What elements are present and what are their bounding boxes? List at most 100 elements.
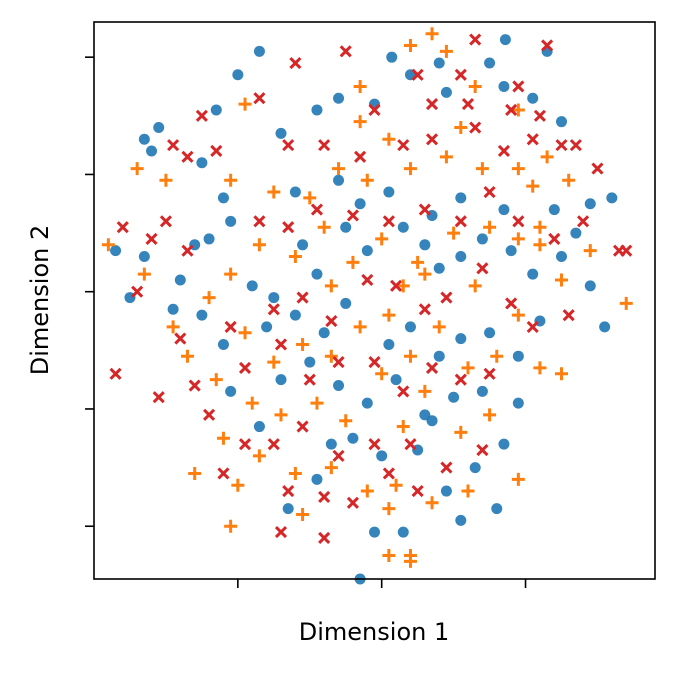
data-point-plus	[288, 250, 302, 264]
data-point-x	[195, 109, 208, 122]
data-point-plus	[511, 472, 525, 486]
data-point-plus	[555, 367, 568, 381]
data-point-plus	[511, 232, 525, 246]
data-point-circle	[419, 239, 431, 251]
data-point-x	[469, 33, 482, 46]
data-point-plus	[447, 226, 461, 240]
data-point-x	[159, 215, 172, 228]
data-point-x	[238, 361, 252, 374]
data-point-circle	[340, 221, 352, 233]
data-point-plus	[360, 173, 374, 187]
data-point-x	[404, 438, 417, 451]
data-point-circle	[512, 397, 524, 409]
data-point-plus	[296, 508, 310, 522]
data-point-plus	[468, 79, 482, 93]
data-point-circle	[390, 374, 402, 386]
data-point-x	[418, 203, 431, 216]
data-point-plus	[382, 132, 396, 146]
data-point-x	[411, 484, 424, 498]
data-point-x	[318, 139, 331, 152]
data-point-circle	[246, 280, 258, 292]
data-point-circle	[548, 204, 560, 216]
data-point-plus	[511, 162, 525, 176]
data-point-plus	[353, 79, 367, 93]
data-point-circle	[253, 45, 265, 57]
data-point-x	[526, 320, 539, 333]
data-point-x	[425, 361, 439, 374]
data-point-plus	[252, 238, 266, 252]
data-point-circle	[476, 385, 488, 397]
data-point-x	[174, 332, 187, 345]
data-point-plus	[454, 425, 468, 439]
data-point-x	[203, 408, 216, 421]
data-point-circle	[297, 239, 309, 251]
data-point-plus	[533, 220, 547, 234]
data-point-x	[253, 215, 266, 228]
data-point-circle	[304, 356, 316, 368]
data-point-x	[569, 139, 582, 152]
data-point-circle	[311, 104, 323, 116]
data-point-circle	[433, 57, 445, 69]
data-point-circle	[397, 526, 409, 538]
data-point-plus	[310, 396, 324, 410]
y-axis-ticks	[85, 56, 94, 528]
data-point-x	[210, 144, 223, 158]
data-point-x	[476, 443, 489, 457]
data-point-x	[325, 314, 338, 328]
data-point-circle	[433, 350, 445, 362]
data-point-plus	[555, 273, 568, 287]
data-point-circle	[484, 57, 496, 69]
data-point-circle	[196, 309, 208, 321]
data-point-x	[562, 309, 575, 322]
data-point-x	[332, 356, 345, 369]
data-point-plus	[137, 267, 151, 281]
data-point-plus	[526, 179, 540, 193]
data-point-circle	[203, 233, 215, 245]
data-point-x	[454, 373, 467, 386]
data-point-circle	[606, 192, 618, 204]
data-point-x	[548, 232, 561, 245]
data-point-x	[131, 285, 144, 298]
data-point-circle	[110, 245, 122, 257]
data-point-plus	[439, 150, 453, 164]
data-point-plus	[159, 173, 173, 187]
data-point-x	[440, 291, 453, 304]
data-point-x	[339, 45, 352, 58]
data-point-x	[224, 320, 237, 333]
data-point-x	[188, 379, 201, 392]
data-point-x	[541, 39, 554, 52]
data-point-plus	[202, 291, 216, 305]
data-point-x	[253, 92, 266, 105]
data-point-circle	[225, 385, 237, 397]
data-point-x	[354, 150, 367, 163]
data-point-circle	[469, 462, 481, 474]
data-point-plus	[238, 326, 252, 340]
data-point-x	[533, 109, 546, 122]
data-point-plus	[533, 361, 547, 375]
data-point-plus	[252, 449, 266, 463]
data-point-plus	[224, 267, 238, 281]
data-point-circle	[599, 321, 611, 333]
data-point-circle	[153, 122, 165, 134]
data-point-circle	[527, 268, 539, 280]
data-point-x	[469, 121, 482, 134]
data-point-circle	[570, 227, 582, 239]
data-point-plus	[468, 279, 482, 293]
data-point-circle	[440, 485, 452, 497]
data-point-circle	[498, 80, 510, 92]
data-point-circle	[340, 297, 352, 309]
data-point-plus	[411, 255, 425, 269]
data-point-plus	[418, 267, 432, 281]
data-point-circle	[361, 397, 373, 409]
series-x	[109, 33, 633, 545]
data-point-circle	[167, 303, 179, 315]
data-point-plus	[533, 238, 547, 252]
data-point-circle	[584, 198, 596, 210]
data-point-x	[555, 139, 568, 152]
data-point-x	[440, 461, 453, 474]
data-point-plus	[619, 296, 633, 310]
data-point-x	[361, 273, 374, 287]
data-point-circle	[455, 333, 467, 345]
data-point-plus	[511, 308, 525, 322]
data-point-x	[526, 133, 539, 146]
